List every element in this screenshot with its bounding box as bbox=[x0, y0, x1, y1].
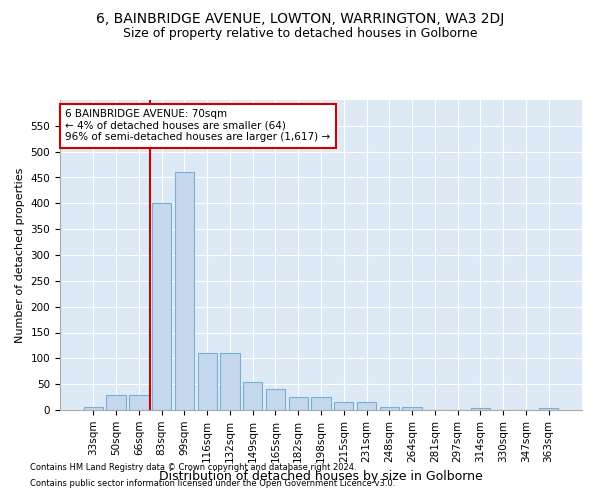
Bar bbox=[220, 353, 239, 410]
Text: Contains HM Land Registry data © Crown copyright and database right 2024.: Contains HM Land Registry data © Crown c… bbox=[30, 464, 356, 472]
Bar bbox=[106, 394, 126, 410]
Bar bbox=[334, 402, 353, 410]
Text: Contains public sector information licensed under the Open Government Licence v3: Contains public sector information licen… bbox=[30, 478, 395, 488]
Bar bbox=[470, 408, 490, 410]
Bar bbox=[403, 408, 422, 410]
Text: 6, BAINBRIDGE AVENUE, LOWTON, WARRINGTON, WA3 2DJ: 6, BAINBRIDGE AVENUE, LOWTON, WARRINGTON… bbox=[96, 12, 504, 26]
Bar bbox=[266, 390, 285, 410]
Bar bbox=[129, 394, 149, 410]
Bar bbox=[243, 382, 262, 410]
Bar bbox=[84, 408, 103, 410]
Bar bbox=[152, 204, 172, 410]
X-axis label: Distribution of detached houses by size in Golborne: Distribution of detached houses by size … bbox=[159, 470, 483, 483]
Text: Size of property relative to detached houses in Golborne: Size of property relative to detached ho… bbox=[123, 28, 477, 40]
Text: 6 BAINBRIDGE AVENUE: 70sqm
← 4% of detached houses are smaller (64)
96% of semi-: 6 BAINBRIDGE AVENUE: 70sqm ← 4% of detac… bbox=[65, 110, 331, 142]
Bar bbox=[539, 408, 558, 410]
Bar bbox=[289, 397, 308, 410]
Y-axis label: Number of detached properties: Number of detached properties bbox=[15, 168, 25, 342]
Bar bbox=[311, 397, 331, 410]
Bar bbox=[175, 172, 194, 410]
Bar bbox=[197, 353, 217, 410]
Bar bbox=[380, 408, 399, 410]
Bar bbox=[357, 402, 376, 410]
